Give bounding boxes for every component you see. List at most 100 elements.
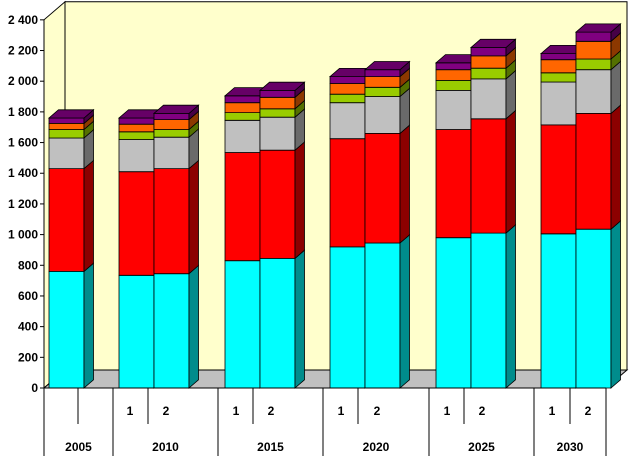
scenario-label: 2 [479,404,486,418]
bar-segment-front [540,53,577,61]
bar-segment-front [575,58,612,71]
bar-segment-front [224,119,261,153]
chart-bars [47,23,622,389]
bar-segment-side [83,159,94,273]
bar-segment-front [153,168,190,275]
bar-segment-side [610,60,621,115]
scenario-label: 2 [163,404,170,418]
bar-segment-side [505,109,516,234]
bar-segment-front [470,47,507,57]
bar-segment-front [153,113,190,120]
bar-segment-front [470,78,507,120]
bar-top [574,23,622,33]
y-tick-label: 1 200 [8,197,38,211]
bar-segment-front [329,93,366,104]
year-label: 2005 [65,440,92,454]
bar-segment [575,220,621,389]
bar-segment-front [118,123,155,133]
bar-segment-front [259,108,296,118]
bar-top [47,109,95,119]
scenario-label: 2 [268,404,275,418]
bar-segment-front [470,67,507,80]
bar-segment-front [329,83,366,95]
bar-segment-front [470,118,507,234]
bar-segment-front [364,69,401,77]
bar-segment [470,109,516,234]
bar-segment-front [48,123,85,130]
bar-segment-front [153,129,190,138]
bar-segment-front [259,149,296,259]
bar-segment-front [540,124,577,235]
bar-segment-front [224,112,261,121]
bar-segment [258,81,306,99]
bar-segment-front [364,86,401,97]
bar-segment-front [540,81,577,126]
bar-segment-front [224,152,261,262]
year-label: 2020 [363,440,390,454]
bar-segment-front [118,131,155,140]
scenario-label: 1 [127,404,134,418]
bar-segment-front [224,260,261,389]
bar-segment-front [153,119,190,130]
y-tick-label: 600 [18,289,38,303]
bar-segment-side [505,224,516,389]
bar-segment [259,99,305,119]
year-label: 2025 [468,440,495,454]
y-tick-label: 2 000 [8,74,38,88]
bar-segment-front [470,232,507,389]
bar-segment-side [610,104,621,231]
bar-segment [363,60,411,78]
bar-segment-front [259,96,296,110]
bar-segment [364,67,410,89]
bar-segment [469,38,517,57]
year-label: 2030 [557,440,584,454]
bar-top [363,61,411,71]
bar-segment-front [224,102,261,113]
bar-segment-front [259,90,296,98]
bar-segment [48,159,94,273]
bar-segment-side [188,159,199,275]
bar-segment-front [118,139,155,173]
bar-top [258,81,306,91]
bar-segment [259,249,305,389]
bar-segment-front [48,137,85,170]
bar-segment [47,108,95,125]
bar-segment [153,159,199,275]
bar-segment-front [470,55,507,69]
bar-top [152,104,200,114]
bar-segment-front [435,80,472,91]
bar-segment-front [224,95,261,104]
bar-segment-front [435,237,472,389]
bar-segment-front [435,69,472,81]
bar-segment [48,114,94,131]
bar-top [469,38,517,48]
bar-segment-side [188,264,199,389]
bar-segment [48,128,94,170]
y-tick-label: 1 600 [8,136,38,150]
bar-segment-front [435,129,472,239]
year-label: 2015 [257,440,284,454]
bar-segment [575,60,621,115]
bar-segment-front [48,129,85,139]
y-tick-label: 1 800 [8,105,38,119]
scenario-label: 1 [549,404,556,418]
bar-segment-front [364,76,401,88]
bar-segment [152,104,200,121]
bar-segment [470,69,516,120]
bar-segment-front [259,257,296,389]
y-tick-label: 400 [18,320,38,334]
y-tick-label: 800 [18,258,38,272]
bar-segment-side [83,262,94,389]
bar-segment-front [364,96,401,134]
bar-segment-front [575,40,612,60]
bar-segment-front [329,246,366,389]
scenario-label: 1 [444,404,451,418]
bar-segment-front [575,228,612,389]
y-tick-label: 2 200 [8,44,38,58]
bar-segment-front [435,62,472,71]
bar-segment [470,224,516,389]
bar-segment-front [575,113,612,230]
bar-segment-front [118,274,155,389]
bar-segment-front [118,117,155,125]
